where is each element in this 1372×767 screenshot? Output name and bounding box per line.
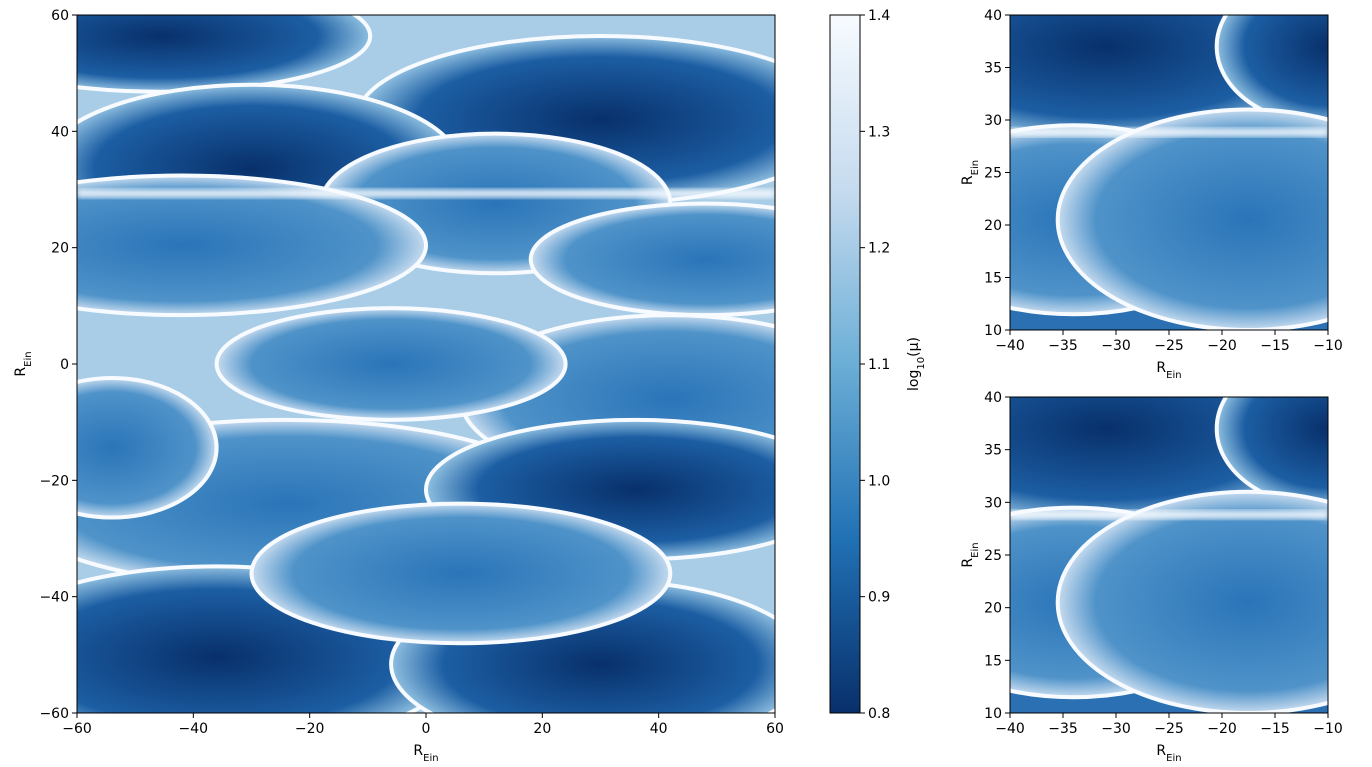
x-tick-label: 60 <box>766 721 784 737</box>
x-axis-label-part: Ein <box>1166 753 1181 764</box>
y-tick-label: 30 <box>984 495 1002 511</box>
x-tick-label: −10 <box>1313 721 1343 737</box>
y-tick-label: 40 <box>984 8 1002 24</box>
y-tick-label: 40 <box>984 390 1002 406</box>
x-axis-label-part: R <box>1156 743 1166 759</box>
x-axis-label-part: Ein <box>423 753 438 764</box>
caustic <box>1055 489 1328 713</box>
y-axis-label-part: R <box>960 175 976 185</box>
y-tick-label: 25 <box>984 166 1002 182</box>
y-tick-label: 10 <box>984 323 1002 339</box>
colorbar-tick-label: 1.4 <box>868 8 890 24</box>
x-tick-label: 20 <box>533 721 551 737</box>
x-tick-label: −40 <box>179 721 209 737</box>
axes-frame <box>76 14 776 714</box>
x-tick-label: −10 <box>1313 338 1343 354</box>
x-tick-label: −20 <box>1207 721 1237 737</box>
image <box>1010 15 1328 330</box>
y-axis-label-part: R <box>13 367 29 377</box>
x-tick-label: −35 <box>1048 721 1078 737</box>
y-axis-label: REin <box>960 542 981 567</box>
y-tick-label: 60 <box>51 8 69 24</box>
y-axis-label-part: Ein <box>23 351 34 366</box>
x-tick-label: −25 <box>1154 721 1184 737</box>
x-tick-label: −40 <box>995 721 1025 737</box>
y-tick-label: 10 <box>984 706 1002 722</box>
x-axis-label-part: R <box>1156 360 1166 376</box>
x-tick-label: −60 <box>62 721 92 737</box>
colorbar <box>830 15 860 713</box>
x-tick-label: 40 <box>650 721 668 737</box>
y-axis-label-part: Ein <box>970 542 981 557</box>
x-axis-label: REin <box>1156 360 1181 381</box>
y-tick-label: 20 <box>984 218 1002 234</box>
x-tick-label: −30 <box>1101 721 1131 737</box>
y-axis-label-part: Ein <box>970 160 981 175</box>
colorbar-tick-label: 1.2 <box>868 241 890 257</box>
x-tick-label: −25 <box>1154 338 1184 354</box>
y-axis-label: REin <box>13 351 34 376</box>
y-tick-label: 25 <box>984 548 1002 564</box>
y-tick-label: 30 <box>984 113 1002 129</box>
y-tick-label: −60 <box>39 706 69 722</box>
y-tick-label: −20 <box>39 473 69 489</box>
colorbar-tick-label: 1.1 <box>868 357 890 373</box>
colorbar-tick-label: 0.9 <box>868 590 890 606</box>
caustic <box>249 501 673 646</box>
x-tick-label: −20 <box>295 721 325 737</box>
y-tick-label: −40 <box>39 590 69 606</box>
image <box>77 15 775 713</box>
colorbar-label: log10(μ) <box>906 337 927 391</box>
x-tick-label: −20 <box>1207 338 1237 354</box>
caustic <box>528 201 775 318</box>
x-axis-label-part: Ein <box>1166 370 1181 381</box>
x-tick-label: −35 <box>1048 338 1078 354</box>
x-axis-label-part: R <box>413 743 423 759</box>
band <box>77 189 775 198</box>
caustic <box>1055 107 1328 330</box>
x-tick-label: −15 <box>1260 721 1290 737</box>
x-tick-label: 0 <box>422 721 431 737</box>
image <box>1010 397 1328 713</box>
band <box>1010 128 1328 137</box>
colorbar-label-part: (μ) <box>906 337 922 357</box>
y-tick-label: 40 <box>51 124 69 140</box>
y-axis-label-part: R <box>960 558 976 568</box>
x-tick-label: −30 <box>1101 338 1131 354</box>
colorbar-tick-label: 1.3 <box>868 124 890 140</box>
y-tick-label: 0 <box>60 357 69 373</box>
colorbar-label-part: log <box>906 370 922 391</box>
x-axis-label: REin <box>1156 743 1181 763</box>
colorbar-tick-label: 1.0 <box>868 473 890 489</box>
caustic <box>77 375 219 520</box>
x-tick-label: −40 <box>995 338 1025 354</box>
band <box>1010 510 1328 519</box>
y-tick-label: 20 <box>984 601 1002 617</box>
y-axis-label: REin <box>960 160 981 185</box>
y-tick-label: 35 <box>984 61 1002 77</box>
x-axis-label: REin <box>413 743 438 763</box>
caustic <box>77 173 428 318</box>
y-tick-label: 20 <box>51 241 69 257</box>
y-tick-label: 35 <box>984 443 1002 459</box>
axes-frame <box>1009 14 1329 331</box>
y-tick-label: 15 <box>984 653 1002 669</box>
caustic <box>214 306 568 422</box>
colorbar-label-part: 10 <box>916 357 927 370</box>
axes-frame <box>1009 396 1329 714</box>
y-tick-label: 15 <box>984 271 1002 287</box>
axes-frame <box>829 14 861 714</box>
x-tick-label: −15 <box>1260 338 1290 354</box>
colorbar-tick-label: 0.8 <box>868 706 890 722</box>
